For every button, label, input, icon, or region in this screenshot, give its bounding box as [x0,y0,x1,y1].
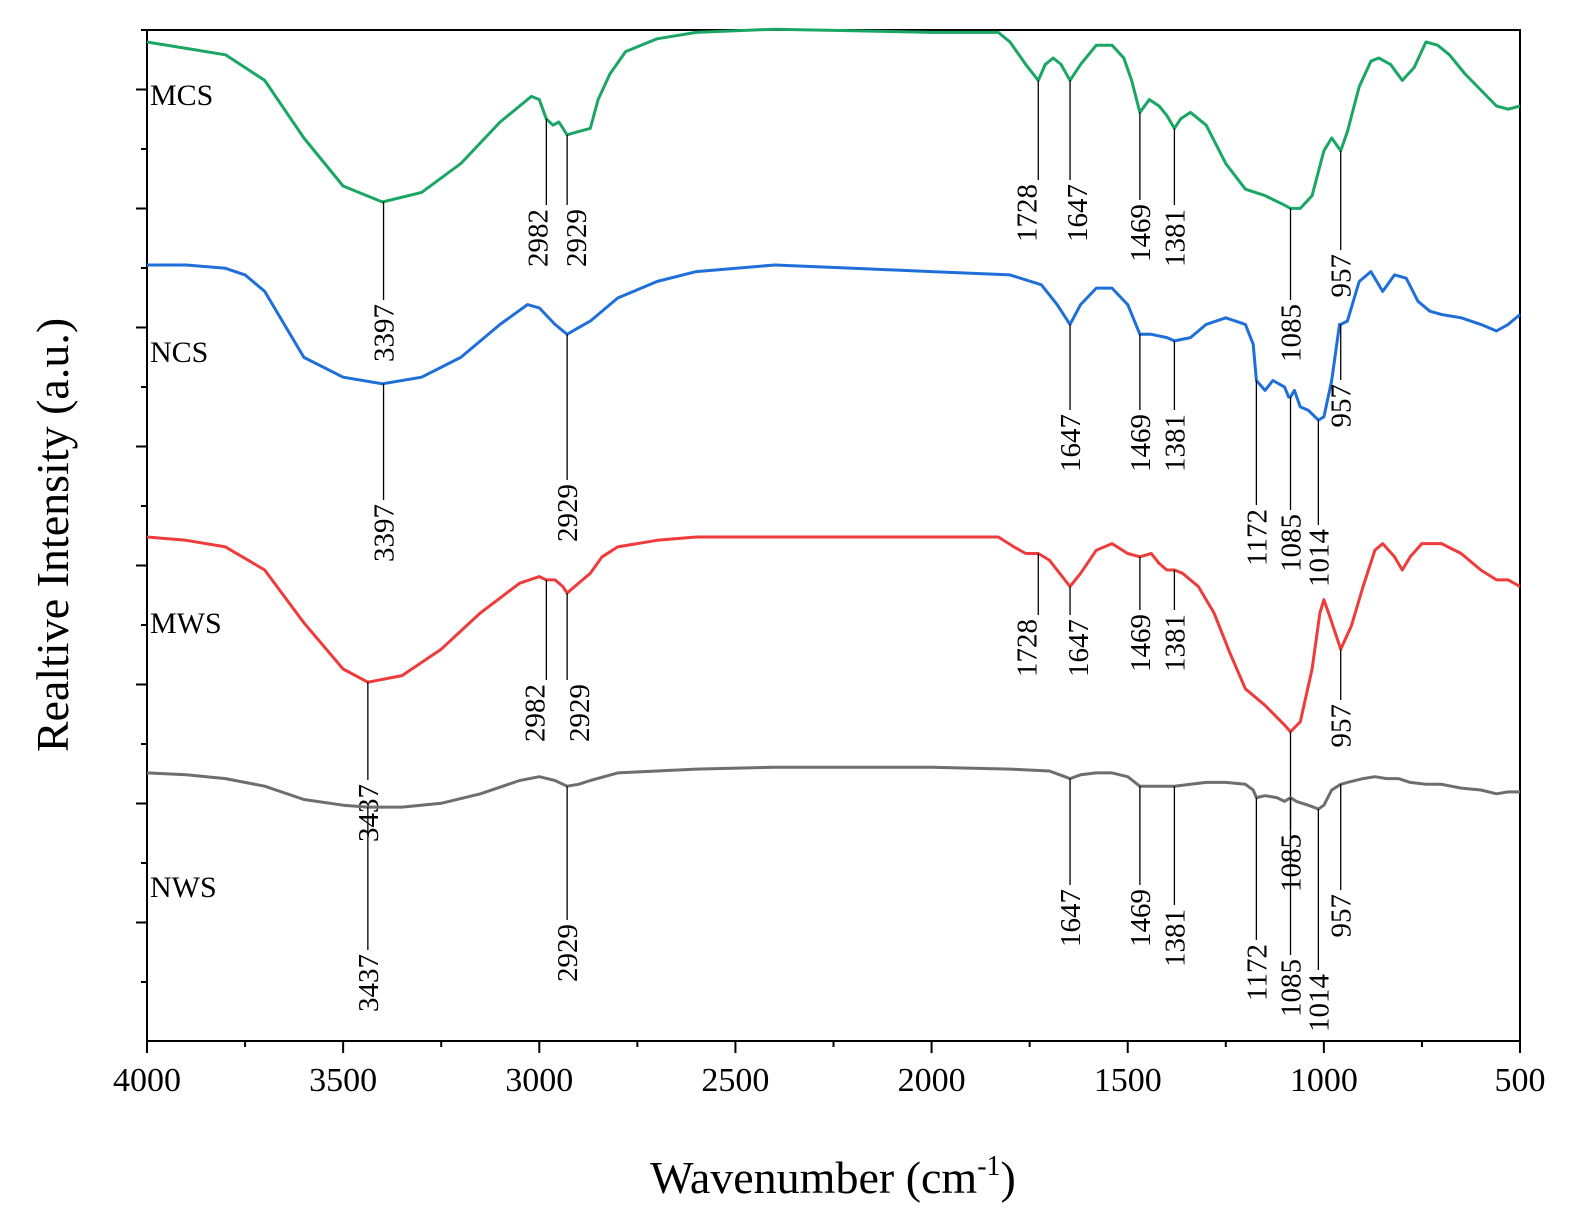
x-axis-title: Wavenumber (cm-1) [650,1151,1016,1203]
peak-label: 1647 [1062,184,1094,242]
peak-label: 1085 [1276,304,1308,362]
peak-label: 957 [1326,254,1358,298]
x-tick-label: 500 [1495,1062,1546,1099]
series-mcs: MCS 3397 2982 2929 1728 1647 1469 1381 1085 957 [146,27,1521,362]
series-line-nws [146,765,1520,811]
peak-label: 1469 [1125,414,1157,472]
x-axis: 4000 3500 3000 2500 2000 1500 1000 500 [113,1041,1546,1099]
peak-label: 1381 [1159,209,1191,267]
peak-label: 2929 [552,484,584,542]
peak-label: 2982 [519,684,551,742]
peak-label: 2929 [561,209,593,267]
peak-label: 957 [1326,894,1358,938]
peak-label: 1085 [1276,514,1308,572]
x-tick-label: 2500 [701,1062,769,1099]
peak-label: 3397 [369,504,401,562]
peak-label: 1381 [1159,614,1191,672]
peak-label: 1728 [1011,184,1043,242]
peak-label: 1469 [1125,889,1157,947]
x-tick-label: 3500 [309,1062,377,1099]
series-label: NCS [150,336,208,369]
peak-label: 1085 [1276,834,1308,892]
series-line-mws [146,535,1521,734]
peak-label: 1172 [1241,944,1273,1001]
x-axis-title-superscript: -1 [977,1151,1000,1182]
peak-label: 957 [1326,384,1358,428]
peak-label: 1469 [1125,614,1157,672]
series-line-ncs [147,263,1521,422]
x-axis-title-end: ) [1001,1152,1016,1203]
series-label: MWS [150,607,222,640]
peak-label: 1469 [1125,204,1157,262]
peak-label: 3437 [353,784,385,842]
x-tick-label: 1000 [1290,1062,1358,1099]
peak-label: 1647 [1063,619,1095,677]
x-tick-label: 4000 [113,1062,181,1099]
peak-label: 2929 [552,924,584,982]
peak-label: 1647 [1055,889,1087,947]
peak-label: 2929 [564,684,596,742]
peak-label: 3397 [369,304,401,362]
x-tick-label: 1500 [1094,1062,1162,1099]
peak-label: 1085 [1276,959,1308,1017]
peak-label: 1014 [1303,529,1335,588]
peak-label: 1014 [1303,974,1335,1033]
x-tick-label: 2000 [898,1062,966,1099]
peak-label: 1381 [1159,909,1191,967]
peak-label: 1728 [1011,619,1043,677]
series-label: MCS [150,79,213,112]
series-label: NWS [150,871,217,904]
peak-label: 2982 [522,209,554,267]
y-axis-ticks [136,29,147,983]
series-line-mcs [146,27,1521,210]
peak-label: 1381 [1159,414,1191,472]
series-mws: MWS 3437 2982 2929 1728 1647 1469 1381 1085 957 [146,535,1521,892]
x-tick-label: 3000 [505,1062,573,1099]
peak-label: 1647 [1055,414,1087,472]
peak-label: 1172 [1241,509,1273,566]
x-axis-title-main: Wavenumber (cm [650,1152,977,1203]
peak-label: 3437 [353,954,385,1012]
y-axis-title: Realtive Intensity (a.u.) [27,318,78,752]
peak-label: 957 [1326,704,1358,748]
